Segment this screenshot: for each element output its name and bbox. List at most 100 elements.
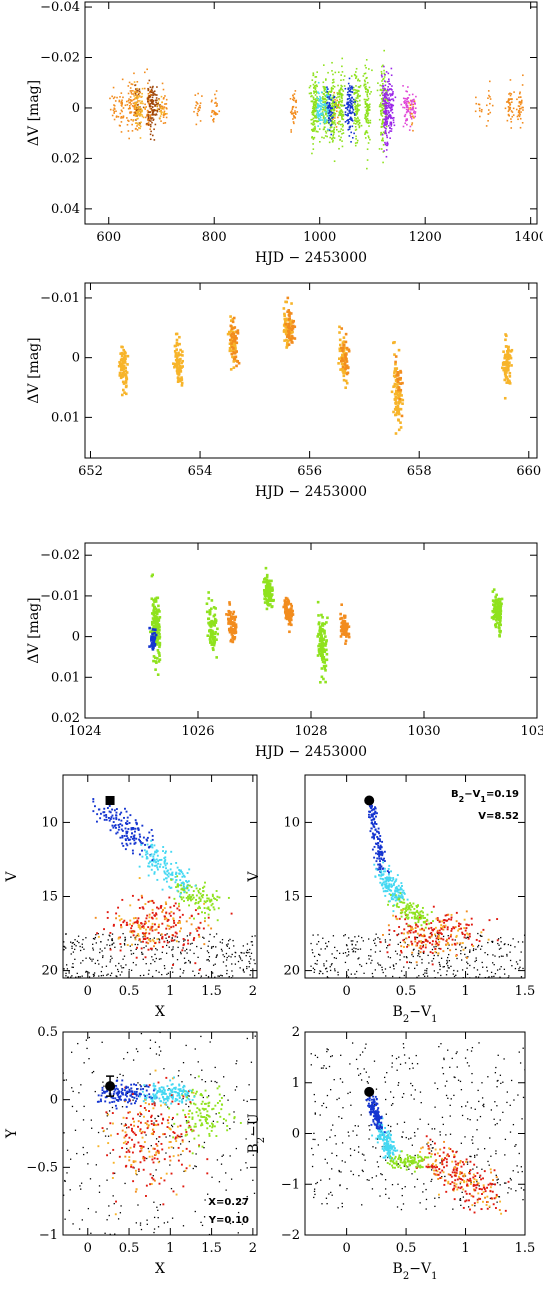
data-point — [147, 115, 150, 118]
data-point — [113, 96, 116, 98]
data-point — [339, 635, 343, 638]
data-point — [288, 317, 292, 320]
data-point — [487, 109, 490, 111]
data-point — [204, 901, 207, 904]
data-point — [216, 954, 218, 956]
x-tick-label: 0 — [84, 984, 92, 999]
data-point — [324, 130, 327, 133]
data-point — [64, 946, 66, 948]
data-point — [365, 90, 367, 93]
data-point — [312, 96, 315, 99]
data-point — [508, 375, 512, 378]
data-point — [80, 962, 82, 964]
data-point — [319, 119, 322, 121]
data-point — [366, 115, 369, 117]
data-point — [235, 337, 238, 340]
data-point — [330, 105, 333, 108]
data-point — [150, 868, 153, 871]
y-tick-label: 20 — [41, 964, 58, 979]
data-point — [326, 93, 328, 96]
data-point — [151, 648, 155, 651]
data-point — [171, 967, 173, 969]
data-point — [92, 943, 94, 945]
data-point — [340, 630, 344, 633]
data-point — [287, 343, 291, 346]
data-point — [397, 348, 401, 352]
data-point — [246, 952, 248, 954]
data-point — [126, 830, 129, 833]
data-point — [158, 958, 161, 960]
data-point — [344, 355, 347, 358]
data-point — [137, 93, 140, 96]
data-point — [499, 598, 502, 601]
data-point — [381, 115, 384, 117]
data-point — [338, 331, 341, 334]
data-point — [97, 933, 99, 935]
data-point — [148, 846, 151, 849]
data-point — [347, 122, 350, 124]
data-point — [408, 102, 410, 104]
data-point — [386, 107, 388, 109]
data-point — [152, 639, 156, 643]
data-point — [102, 955, 104, 957]
data-point — [315, 84, 318, 86]
data-point — [330, 99, 332, 101]
data-point — [251, 944, 254, 946]
data-point — [511, 111, 514, 113]
data-point — [341, 125, 344, 128]
data-point — [96, 813, 99, 816]
data-point — [314, 84, 317, 87]
data-point — [270, 589, 274, 593]
data-point — [407, 109, 409, 112]
data-point — [327, 115, 330, 117]
data-point — [118, 818, 120, 821]
data-point — [134, 104, 137, 107]
data-point — [332, 85, 335, 87]
data-point — [142, 936, 144, 938]
data-point — [348, 937, 350, 939]
x-tick-label: 652 — [78, 464, 103, 479]
data-point — [343, 614, 346, 618]
data-point — [383, 110, 385, 113]
data-point — [162, 866, 165, 869]
data-point — [387, 94, 389, 97]
data-point — [486, 966, 488, 968]
data-point — [194, 902, 197, 905]
data-point — [318, 652, 321, 655]
data-point — [342, 79, 345, 81]
data-point — [494, 614, 497, 618]
data-point — [215, 656, 218, 659]
data-point — [144, 920, 147, 923]
data-point — [310, 965, 312, 967]
data-point — [381, 91, 384, 94]
data-point — [397, 411, 400, 415]
data-point — [312, 114, 315, 117]
data-point — [333, 95, 336, 98]
data-point — [145, 838, 148, 841]
data-point — [324, 88, 327, 91]
data-point — [287, 613, 291, 617]
data-point — [500, 947, 502, 949]
data-point — [509, 98, 511, 100]
data-point — [410, 100, 413, 103]
data-point — [312, 143, 314, 145]
data-point — [400, 103, 403, 106]
data-point — [329, 118, 332, 121]
data-point — [166, 924, 169, 927]
data-point — [356, 100, 359, 103]
data-point — [439, 968, 441, 971]
data-point — [313, 102, 315, 104]
data-point — [357, 93, 359, 95]
data-point — [135, 948, 137, 950]
data-point — [212, 606, 216, 609]
data-point — [225, 944, 228, 946]
x-tick-label: 600 — [96, 230, 121, 245]
data-point — [406, 90, 408, 93]
data-point — [139, 127, 141, 130]
data-point — [120, 918, 123, 921]
data-point — [228, 613, 232, 617]
data-point — [331, 117, 333, 119]
data-point — [135, 823, 138, 826]
data-point — [154, 123, 157, 126]
data-point — [322, 108, 324, 111]
